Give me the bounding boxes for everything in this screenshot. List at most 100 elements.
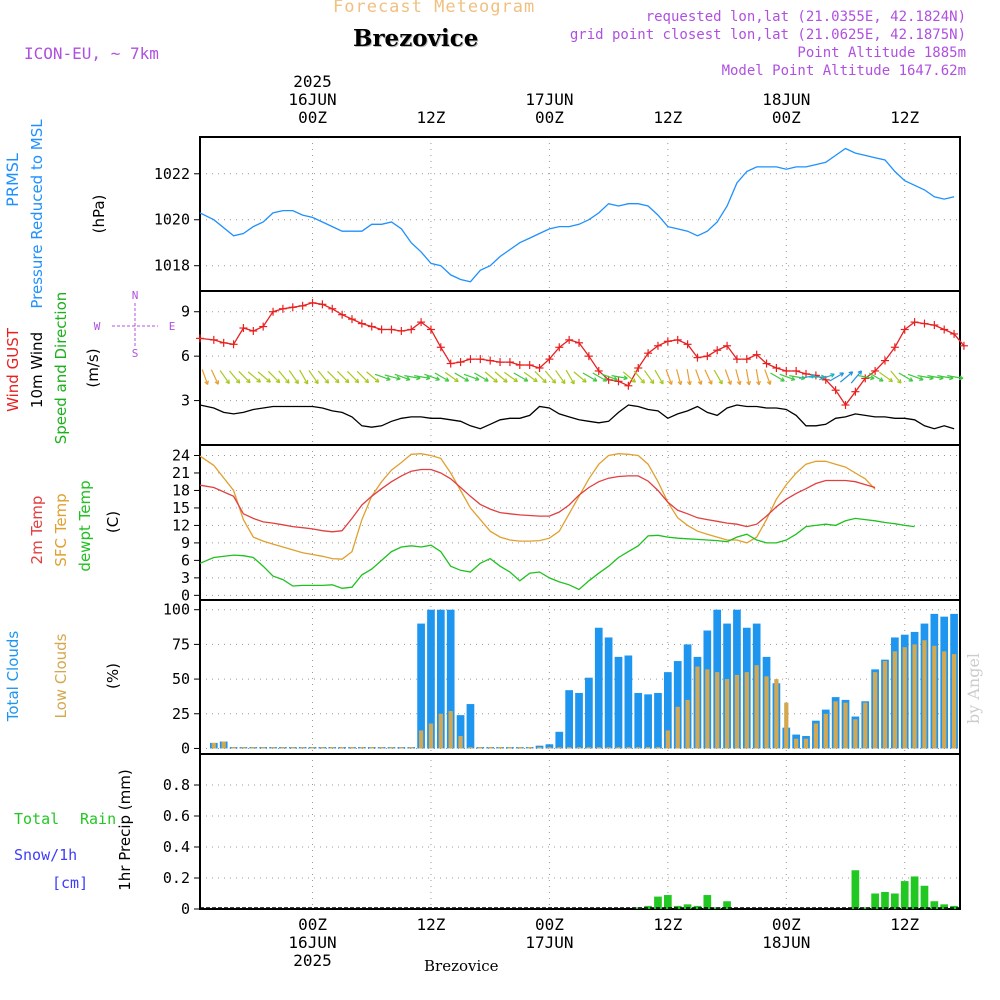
- clouds-ytick-label: 100: [163, 601, 190, 619]
- wind-arrow: [839, 371, 854, 383]
- low-cloud-bar: [774, 679, 779, 749]
- wind-arrow: [676, 369, 683, 386]
- low-cloud-bar: [369, 747, 374, 749]
- low-cloud-bar: [527, 747, 532, 749]
- gust-marker: [723, 341, 732, 350]
- low-cloud-bar: [340, 747, 345, 749]
- wind-arrow: [582, 372, 598, 382]
- rain-bar: [871, 893, 879, 909]
- gust-line: [199, 302, 965, 407]
- total-cloud-bar: [683, 644, 692, 749]
- wind-arrow: [327, 370, 340, 384]
- gust-marker: [930, 321, 939, 330]
- low-cloud-bar: [359, 747, 364, 749]
- gust-marker: [348, 315, 356, 324]
- wind-arrow: [444, 371, 459, 383]
- wind-arrow: [238, 370, 251, 384]
- precip-unit: 1hr Precip (mm): [116, 769, 134, 890]
- low-cloud-bar: [537, 747, 542, 749]
- wind-arrow: [424, 373, 440, 381]
- wind-speed-line: [199, 404, 955, 430]
- pressure-label-prmsl: PRMSL: [3, 153, 22, 207]
- low-cloud-bar: [754, 665, 759, 749]
- temperature-ytick-label: 21: [172, 464, 190, 482]
- low-cloud-bar: [882, 661, 888, 749]
- gust-marker: [535, 364, 544, 372]
- wind-dir-label: Speed and Direction: [52, 292, 70, 445]
- bottom-time-label: 2025: [293, 951, 332, 970]
- low-cloud-bar: [912, 644, 917, 749]
- low-cloud-bar: [645, 747, 651, 749]
- wind-arrow: [434, 372, 450, 382]
- rain-bar: [940, 904, 949, 909]
- wind-arrow: [484, 371, 498, 383]
- wind-gust-label: Wind GUST: [4, 327, 22, 412]
- wind-arrow: [374, 373, 391, 381]
- bottom-time-label: 00Z: [298, 915, 327, 934]
- wind-grid: [194, 291, 960, 445]
- low-cloud-bar: [300, 747, 305, 749]
- requested-coords: requested lon,lat (21.0355E, 42.1824N): [645, 9, 966, 25]
- sfc-temp-line: [199, 453, 876, 560]
- gust-marker: [436, 343, 445, 352]
- gust-marker: [614, 377, 623, 386]
- precipitation-ytick-label: 0.2: [163, 869, 190, 887]
- low-cloud-bar: [863, 702, 868, 749]
- gust-marker: [229, 340, 238, 349]
- total-cloud-bar: [555, 731, 564, 749]
- gust-marker: [575, 338, 584, 347]
- gust-marker: [920, 319, 929, 328]
- low-cloud-bar: [310, 747, 315, 749]
- gust-marker: [259, 322, 268, 331]
- wind-arrow: [879, 371, 894, 383]
- compass-n: N: [132, 289, 139, 302]
- clouds-unit: (%): [104, 663, 122, 689]
- total-cloud-bar: [585, 677, 593, 749]
- low-cloud-bar: [803, 738, 809, 749]
- low-cloud-bar: [458, 735, 463, 749]
- low-cloud-bar: [932, 645, 937, 749]
- gust-marker: [871, 366, 880, 375]
- top-time-label: 2025: [293, 72, 332, 91]
- low-cloud-bar: [675, 706, 680, 749]
- wind-arrow: [592, 372, 608, 382]
- wind-arrow: [523, 371, 538, 383]
- gust-marker: [209, 335, 218, 344]
- low-cloud-bar: [636, 747, 641, 749]
- top-time-label: 17JUN: [525, 90, 573, 109]
- low-cloud-bar: [586, 747, 592, 749]
- clouds-ytick-label: 25: [172, 705, 190, 723]
- pressure-line: [199, 147, 955, 283]
- wind-arrow: [644, 370, 655, 385]
- gust-marker: [308, 298, 317, 307]
- rain-bar: [683, 904, 692, 909]
- wind-arrow: [534, 370, 547, 384]
- gust-marker: [496, 358, 505, 367]
- pressure-grid: [194, 137, 960, 291]
- temperature-ytick-label: 24: [172, 446, 190, 464]
- compass-e: E: [169, 320, 176, 333]
- low-cloud-bar: [221, 741, 226, 749]
- precip-cm-label: [cm]: [52, 874, 88, 892]
- top-time-label: 12Z: [653, 108, 682, 127]
- wind-arrow: [745, 369, 752, 386]
- wind-arrow: [819, 373, 835, 381]
- low-cloud-bar: [853, 719, 858, 749]
- low-cloud-bar: [349, 747, 355, 749]
- gust-marker: [466, 355, 475, 364]
- low-cloud-bar: [685, 699, 690, 749]
- footer-location: Brezovice: [424, 957, 499, 975]
- low-cloud-bar: [951, 654, 957, 749]
- rain-bar: [910, 876, 919, 909]
- bottom-time-label: 00Z: [535, 915, 564, 934]
- low-cloud-bar: [468, 747, 473, 749]
- wind-arrow: [544, 370, 557, 384]
- gust-marker: [851, 387, 860, 396]
- bottom-time-label: 18JUN: [762, 933, 810, 952]
- total-cloud-bar: [575, 692, 583, 749]
- low-cloud-bar: [606, 747, 611, 749]
- wind-arrow: [414, 375, 431, 381]
- gust-marker: [683, 340, 692, 349]
- rain-bar: [723, 901, 731, 909]
- rain-bar: [693, 905, 702, 909]
